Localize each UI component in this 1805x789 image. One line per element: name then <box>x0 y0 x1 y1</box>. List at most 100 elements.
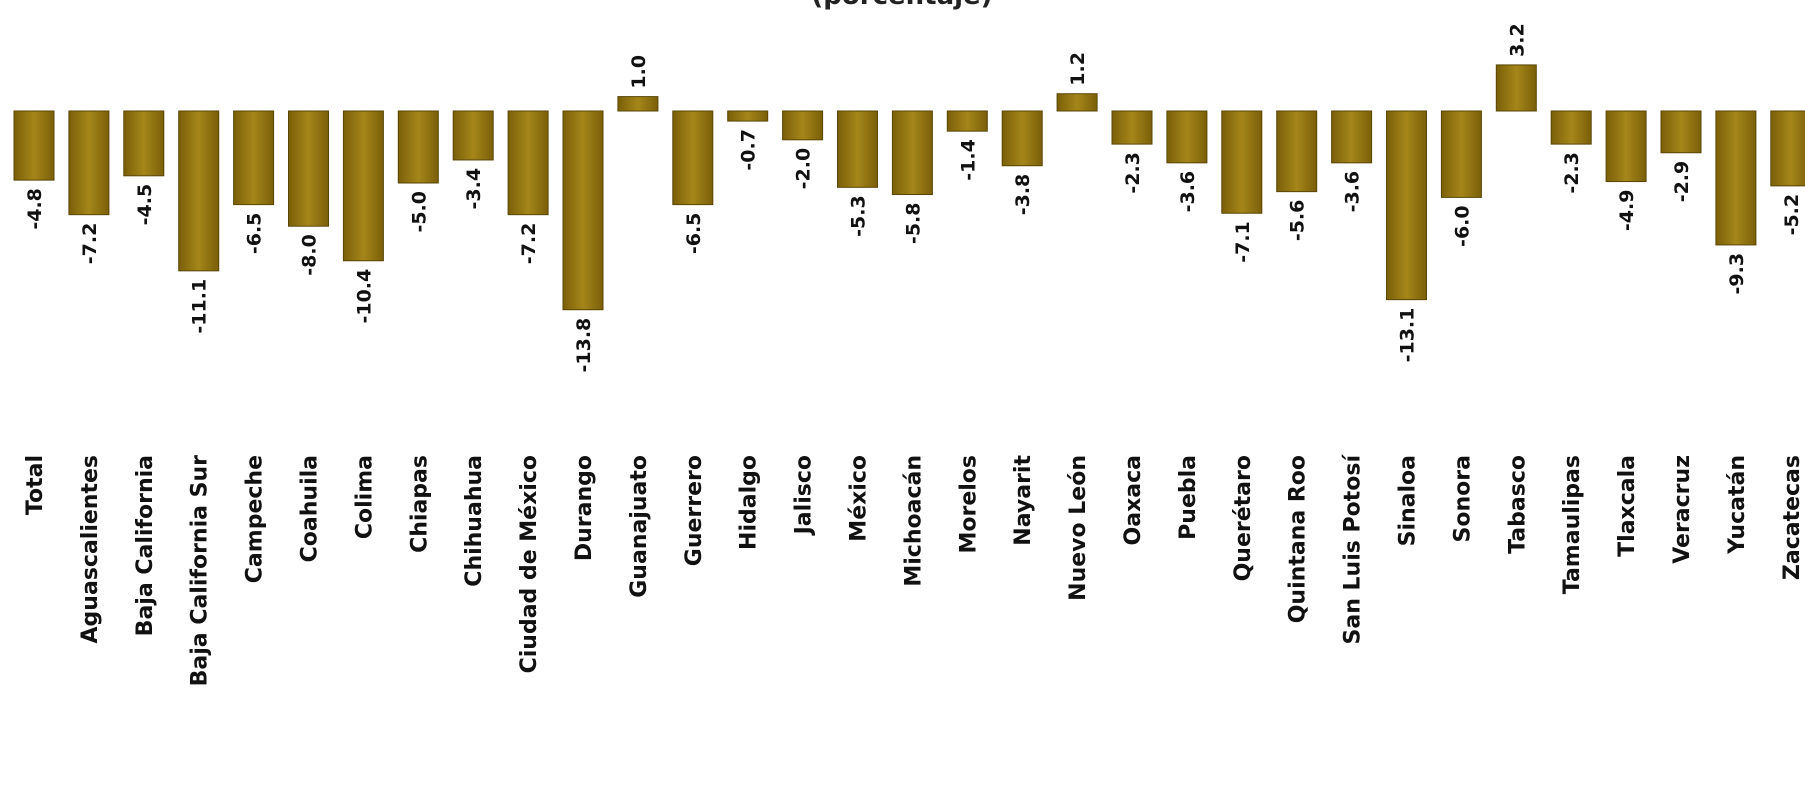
category-label: Yucatán <box>1725 455 1750 555</box>
bar <box>123 110 165 177</box>
value-label: -2.0 <box>793 148 815 190</box>
category-label: Michoacán <box>901 455 926 587</box>
bar <box>617 96 659 112</box>
bar <box>1111 110 1153 145</box>
value-label: -2.3 <box>1561 152 1583 194</box>
category-label: Baja California Sur <box>188 455 213 686</box>
category-label: Tlaxcala <box>1615 455 1640 557</box>
value-label: -6.5 <box>683 213 705 255</box>
bar <box>507 110 549 216</box>
value-label: -13.1 <box>1397 308 1419 363</box>
value-labels-group: -4.8 -7.2 -4.5 -11.1 -6.5 -8.0 -10.4 -5.0 -3.4 -7… <box>24 23 1803 372</box>
bar <box>1056 93 1098 112</box>
value-label: -13.8 <box>573 318 595 373</box>
value-label: -1.4 <box>957 139 979 181</box>
value-label: -5.6 <box>1287 200 1309 242</box>
bar <box>397 110 439 184</box>
value-label: -7.1 <box>1232 221 1254 263</box>
category-label: Chihuahua <box>462 455 487 587</box>
bar <box>946 110 988 132</box>
bar <box>1660 110 1702 154</box>
value-label: -3.4 <box>463 168 485 210</box>
bar <box>1166 110 1208 164</box>
bar <box>1331 110 1373 164</box>
category-label: Chiapas <box>407 455 432 553</box>
value-label: -0.7 <box>738 129 760 171</box>
bar <box>178 110 220 272</box>
bar <box>288 110 329 227</box>
category-label: Tamaulipas <box>1560 455 1585 594</box>
value-label: -7.2 <box>518 223 540 265</box>
bar <box>672 110 714 206</box>
bar <box>562 110 604 311</box>
value-label: -11.1 <box>189 279 211 334</box>
category-labels-group: Total Aguascalientes Baja California Baja C… <box>23 454 1805 687</box>
category-label: Nayarit <box>1011 455 1036 546</box>
bar <box>1221 110 1263 214</box>
bars-group <box>13 64 1805 311</box>
value-label: -4.8 <box>24 188 46 230</box>
value-label: -5.8 <box>902 203 924 245</box>
category-label: Colima <box>352 455 377 539</box>
category-label: Quintana Roo <box>1286 455 1311 623</box>
value-label: 3.2 <box>1506 23 1528 57</box>
value-label: -2.9 <box>1671 161 1693 203</box>
value-label: -6.5 <box>244 213 266 255</box>
category-label: Sonora <box>1450 455 1475 542</box>
value-label: -7.2 <box>79 223 101 265</box>
category-label: México <box>847 455 872 542</box>
value-label: 1.0 <box>628 55 650 89</box>
category-label: Durango <box>572 455 597 561</box>
bar <box>342 110 384 262</box>
category-label: Coahuila <box>298 455 323 562</box>
value-label: -4.9 <box>1616 190 1638 232</box>
bar <box>1440 110 1482 198</box>
bar <box>1550 110 1592 145</box>
category-label: Puebla <box>1176 455 1201 540</box>
category-label: Querétaro <box>1231 455 1256 581</box>
category-label: Oaxaca <box>1121 455 1146 545</box>
value-label: -5.2 <box>1781 194 1803 236</box>
category-label: Nuevo León <box>1066 455 1091 601</box>
value-label: -5.0 <box>408 191 430 233</box>
bar <box>1605 110 1647 183</box>
bar <box>1770 110 1805 187</box>
category-label: Hidalgo <box>737 455 762 550</box>
value-label: -4.5 <box>134 184 156 226</box>
value-label: 1.2 <box>1067 52 1089 86</box>
category-label: Campeche <box>243 455 268 583</box>
bar <box>1495 64 1537 112</box>
category-label: Guanajuato <box>627 455 652 598</box>
category-label: Aguascalientes <box>78 455 103 643</box>
bar <box>13 110 55 181</box>
category-label: Baja California <box>133 455 158 636</box>
value-label: -9.3 <box>1726 253 1748 295</box>
category-label: Jalisco <box>792 455 817 536</box>
value-label: -3.6 <box>1177 171 1199 213</box>
bar <box>1386 110 1427 301</box>
chart-subtitle: (porcentaje) <box>811 0 992 11</box>
category-label: Ciudad de México <box>517 455 542 673</box>
category-label: Zacatecas <box>1780 455 1805 580</box>
value-label: -2.3 <box>1122 152 1144 194</box>
category-label: Guerrero <box>682 455 707 566</box>
bar <box>68 110 110 216</box>
value-label: -8.0 <box>299 234 321 276</box>
bar <box>837 110 878 188</box>
bar <box>727 110 769 122</box>
category-label: Morelos <box>956 455 981 554</box>
category-label: Total <box>23 455 48 515</box>
category-label: San Luis Potosí <box>1341 454 1366 645</box>
bar <box>1276 110 1318 193</box>
bar <box>891 110 933 196</box>
value-label: -6.0 <box>1451 205 1473 247</box>
value-label: -3.6 <box>1342 171 1364 213</box>
value-label: -3.8 <box>1012 174 1034 216</box>
value-label: -5.3 <box>848 195 870 237</box>
bar <box>1001 110 1043 167</box>
category-label: Veracruz <box>1670 455 1695 564</box>
bar <box>233 110 275 206</box>
category-label: Tabasco <box>1505 455 1530 554</box>
bar <box>452 110 494 161</box>
